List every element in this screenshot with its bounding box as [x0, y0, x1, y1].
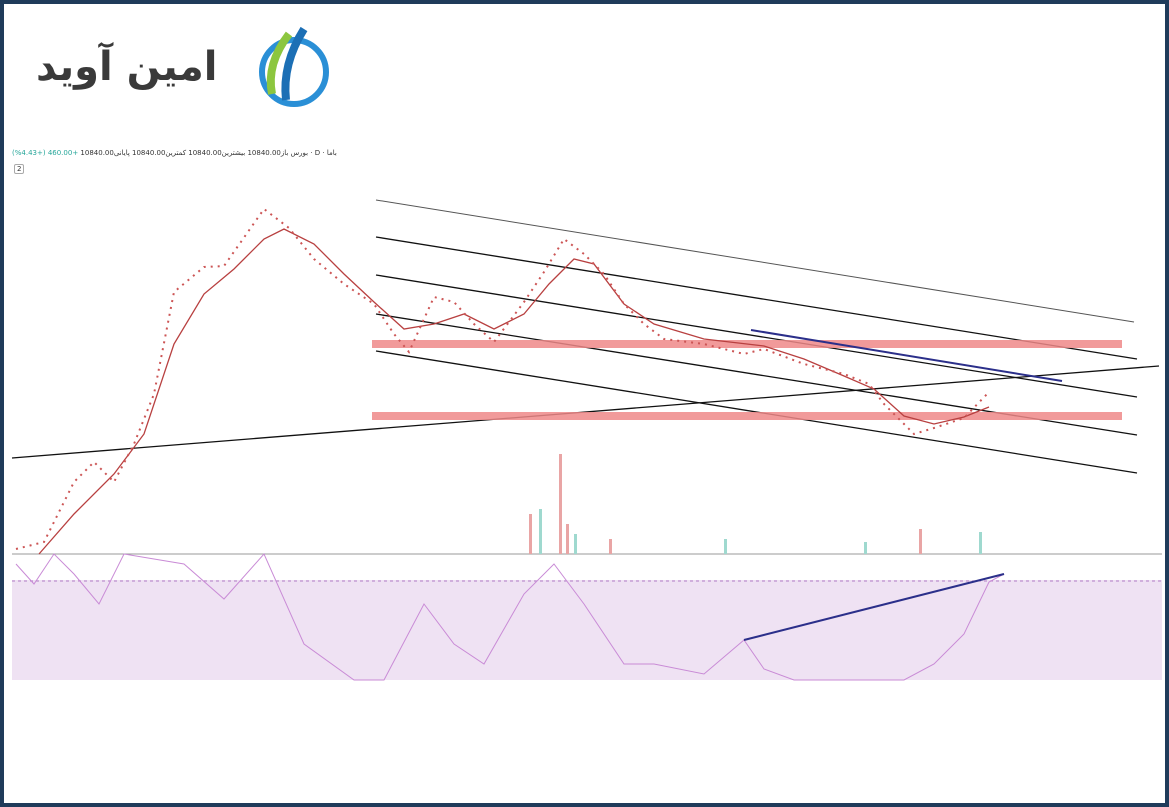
change: +460.00 (+4.43%) [12, 149, 79, 157]
channel-lines [11, 199, 1160, 474]
rsi-zone [12, 580, 1162, 680]
support-zone [372, 412, 1122, 420]
logo-text: امین آوید [36, 44, 218, 90]
trend-line [750, 329, 1063, 382]
interval: D [314, 149, 321, 157]
ohlc: باز10840.00 بیشترین10840.00 کمترین10840.… [80, 149, 289, 157]
moving-average [38, 228, 990, 555]
exchange: بورس [290, 149, 309, 157]
pane-badge[interactable]: 2 [14, 164, 25, 174]
rsi-trend-line [743, 573, 1005, 641]
volume-bars [529, 454, 982, 554]
chart-drawing [11, 26, 1162, 681]
symbol-header: باما · D · بورس باز10840.00 بیشترین10840… [12, 149, 337, 157]
logo-icon [259, 26, 329, 107]
rsi-line [15, 553, 1005, 681]
symbol: باما [326, 149, 337, 157]
